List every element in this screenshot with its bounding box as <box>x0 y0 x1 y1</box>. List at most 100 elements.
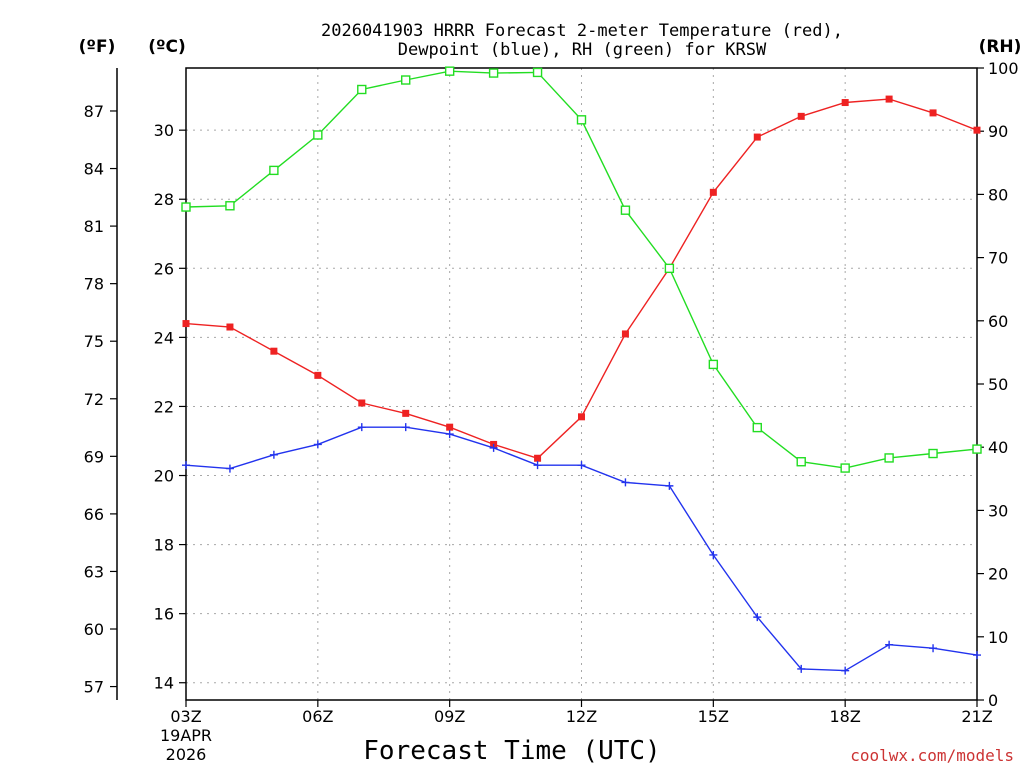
dewpoint-point <box>885 640 894 649</box>
axes: 03Z 06Z 09Z 12Z 15Z 18Z 21Z 14 16 18 20 22 24 26 28 30 5… <box>84 59 1019 726</box>
celsius-tick-label: 30 <box>154 121 174 140</box>
temperature-point <box>270 347 278 355</box>
rh-tick-label: 80 <box>988 185 1008 204</box>
temperature-point <box>226 323 234 331</box>
relative-humidity-point <box>928 448 938 459</box>
relative-humidity-point <box>488 68 499 78</box>
temperature-point <box>709 188 717 196</box>
celsius-tick-label: 24 <box>154 328 174 347</box>
relative-humidity-point <box>357 84 367 95</box>
relative-humidity-point <box>532 67 543 78</box>
fahrenheit-tick-label: 60 <box>84 620 104 639</box>
fahrenheit-tick-label: 75 <box>84 332 104 351</box>
fahrenheit-tick-label: 87 <box>84 102 104 121</box>
temperature-point <box>797 112 805 120</box>
relative-humidity-point <box>840 463 850 473</box>
x-tick-label: 09Z <box>434 707 465 726</box>
rh-tick-label: 10 <box>988 628 1008 647</box>
relative-humidity-point <box>181 202 191 212</box>
rh-tick-label: 70 <box>988 249 1008 268</box>
celsius-tick-label: 16 <box>154 605 174 624</box>
relative-humidity-point <box>664 263 675 274</box>
relative-humidity-point <box>708 359 719 370</box>
dewpoint-point <box>929 644 938 653</box>
x-tick-label: 12Z <box>566 707 597 726</box>
rh-tick-label: 30 <box>988 501 1008 520</box>
temperature-point <box>973 126 981 134</box>
relative-humidity-point <box>576 115 587 125</box>
dewpoint-point <box>709 550 718 559</box>
rh-tick-label: 0 <box>988 691 998 710</box>
date-label-year: 2026 <box>166 745 207 764</box>
x-tick-label: 21Z <box>961 707 992 726</box>
fahrenheit-tick-label: 57 <box>84 678 104 697</box>
temperature-point <box>446 423 454 431</box>
fahrenheit-tick-label: 63 <box>84 562 104 581</box>
relative-humidity-point <box>401 75 411 85</box>
series <box>181 66 982 675</box>
dewpoint-point <box>489 443 498 452</box>
celsius-tick-label: 14 <box>154 674 174 693</box>
celsius-tick-label: 18 <box>154 536 174 555</box>
celsius-tick-label: 26 <box>154 259 174 278</box>
date-label-day: 19APR <box>160 726 212 745</box>
temperature-point <box>929 109 937 117</box>
temperature-point <box>534 454 542 462</box>
temperature-point <box>621 330 629 338</box>
dewpoint-point <box>533 461 542 470</box>
relative-humidity-point <box>269 165 279 176</box>
temperature-point <box>885 95 893 103</box>
celsius-unit-label: (ºC) <box>148 37 186 57</box>
x-tick-label: 15Z <box>698 707 729 726</box>
fahrenheit-tick-label: 66 <box>84 505 104 524</box>
dewpoint-point <box>797 664 806 673</box>
x-axis-title: Forecast Time (UTC) <box>363 736 660 766</box>
dewpoint-point <box>665 481 674 490</box>
temperature-point <box>841 99 849 107</box>
relative-humidity-point <box>972 444 982 454</box>
dewpoint-point <box>269 450 278 459</box>
rh-tick-label: 50 <box>988 375 1008 394</box>
temperature-point <box>402 409 410 417</box>
relative-humidity-point <box>884 453 894 463</box>
relative-humidity-point <box>752 422 762 433</box>
rh-tick-label: 20 <box>988 565 1008 584</box>
fahrenheit-tick-label: 72 <box>84 390 104 409</box>
fahrenheit-tick-label: 84 <box>84 160 104 179</box>
celsius-tick-label: 28 <box>154 190 174 209</box>
rh-unit-label: (RH) <box>979 37 1022 57</box>
dewpoint-point <box>753 613 762 622</box>
dewpoint-point <box>621 478 630 487</box>
dewpoint-point <box>445 430 454 439</box>
fahrenheit-tick-label: 69 <box>84 447 104 466</box>
relative-humidity-point <box>444 66 455 76</box>
temperature-point <box>182 320 190 328</box>
rh-tick-label: 60 <box>988 312 1008 331</box>
dewpoint-point <box>225 464 234 473</box>
fahrenheit-tick-label: 81 <box>84 217 104 236</box>
temperature-point <box>753 133 761 141</box>
relative-humidity-line <box>185 70 978 469</box>
relative-humidity-point <box>620 205 631 215</box>
gridlines <box>186 68 977 700</box>
chart-title-line-2: Dewpoint (blue), RH (green) for KRSW <box>398 40 767 60</box>
dewpoint-point <box>841 666 850 675</box>
chart-title-line-1: 2026041903 HRRR Forecast 2-meter Tempera… <box>321 21 843 41</box>
rh-tick-label: 40 <box>988 438 1008 457</box>
dewpoint-point <box>973 651 981 660</box>
dewpoint-point <box>313 440 322 449</box>
relative-humidity-point <box>796 457 806 467</box>
celsius-tick-label: 22 <box>154 397 174 416</box>
relative-humidity-point <box>225 201 235 211</box>
fahrenheit-tick-label: 78 <box>84 275 104 294</box>
dewpoint-point <box>357 423 366 432</box>
dewpoint-point <box>182 461 190 470</box>
x-tick-label: 03Z <box>170 707 201 726</box>
temperature-point <box>578 413 585 421</box>
x-tick-label: 18Z <box>830 707 861 726</box>
credit-text: coolwx.com/models <box>850 746 1014 765</box>
fahrenheit-unit-label: (ºF) <box>79 37 116 57</box>
temperature-point <box>358 399 366 407</box>
relative-humidity-point <box>313 130 323 140</box>
celsius-tick-label: 20 <box>154 467 174 486</box>
